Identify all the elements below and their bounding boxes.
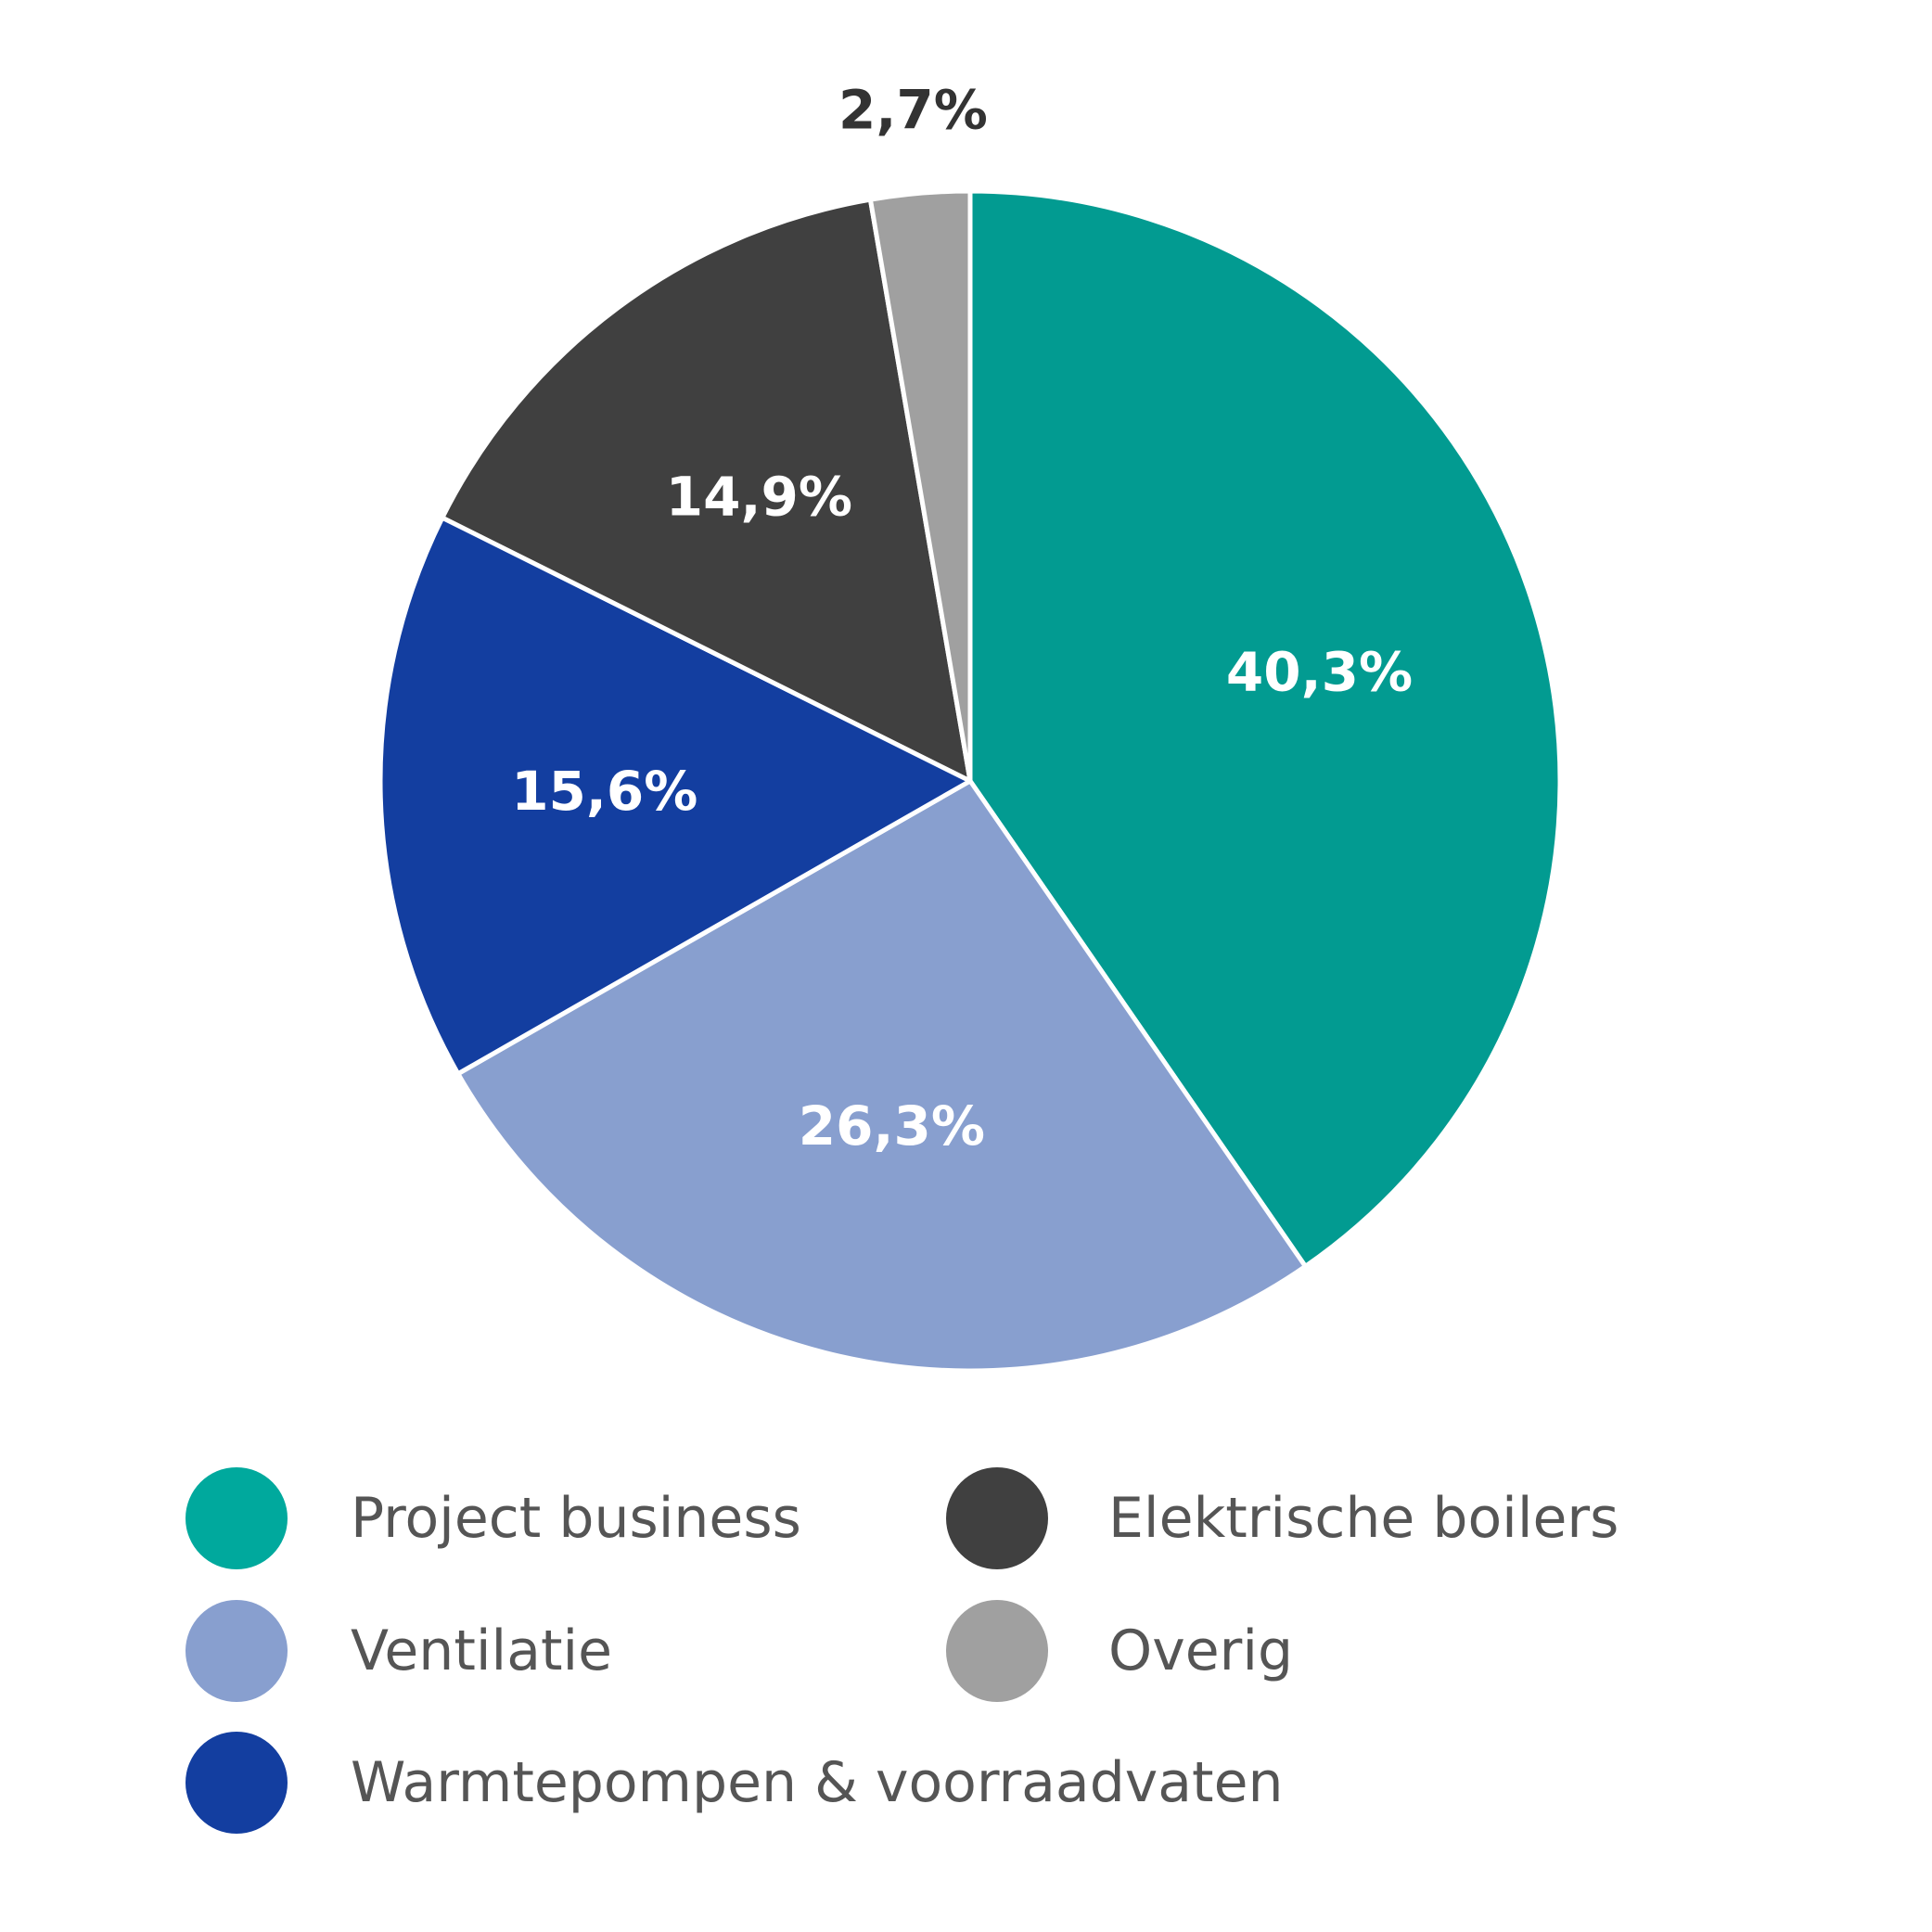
legend-swatch-warmtepompen-and-voorraadvaten [186, 1732, 288, 1834]
pie-slice-elektrische-boilers [440, 197, 973, 784]
legend-label-ventilatie: Ventilatie [351, 1619, 612, 1683]
legend: Project business Ventilatie Warmtepompen &… [186, 1467, 1619, 1834]
legend-label-warmtepompen-and-voorraadvaten: Warmtepompen & voorraadvaten [351, 1750, 1284, 1815]
legend-swatch-elektrische-boilers [946, 1467, 1048, 1569]
slice-label-elektrische-boilers: 14,9% [666, 466, 852, 529]
legend-label-elektrische-boilers: Elektrische boilers [1108, 1486, 1619, 1551]
slice-label-overig: 2,7% [838, 79, 988, 142]
legend-swatch-overig [946, 1600, 1048, 1702]
pie-slice-project-business [967, 188, 1563, 1269]
pie-slice-overig [867, 188, 973, 784]
slice-label-ventilatie: 26,3% [799, 1094, 985, 1158]
pie-slices [377, 188, 1563, 1374]
legend-swatch-project-business [186, 1467, 288, 1569]
pie-slice-warmtepompen-and-voorraadvaten [377, 515, 973, 1077]
pie-labels: 40,3% 26,3% 15,6% 14,9% 2,7% [511, 79, 1413, 1158]
pie-slice-ventilatie [455, 778, 1308, 1374]
legend-label-overig: Overig [1108, 1619, 1293, 1683]
legend-swatch-ventilatie [186, 1600, 288, 1702]
slice-label-project-business: 40,3% [1226, 641, 1413, 704]
slice-label-warmtepompen-and-voorraadvaten: 15,6% [511, 760, 697, 823]
legend-label-project-business: Project business [351, 1486, 801, 1551]
